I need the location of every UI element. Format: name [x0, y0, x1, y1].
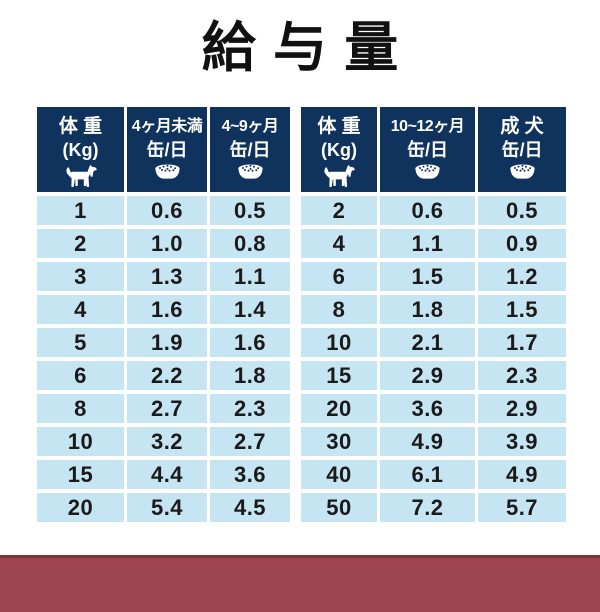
table-cell: 1.8 — [210, 361, 290, 390]
food-bowl-icon — [509, 164, 535, 179]
table-cell: 2.2 — [127, 361, 207, 390]
table-cell: 0.5 — [210, 196, 290, 225]
header-label: 体 重 — [317, 116, 361, 137]
table-cell: 0.8 — [210, 229, 290, 258]
header-sublabel: 缶/日 — [501, 140, 543, 160]
table-cell: 4 — [301, 229, 377, 258]
table-cell: 1.0 — [127, 229, 207, 258]
page: 給与量 体 重 (Kg) 4ヶ月未満 缶/日 4~9ヶ月 缶/日 体 重 (Kg… — [0, 12, 600, 612]
header-label: 4ヶ月未満 — [131, 118, 203, 135]
header-label: 体 重 — [58, 116, 103, 137]
header-weight-left: 体 重 (Kg) — [37, 107, 124, 192]
table-cell: 2.3 — [210, 394, 290, 423]
header-label: 成 犬 — [500, 116, 544, 137]
table-cell: 2.1 — [380, 328, 475, 357]
table-cell: 50 — [301, 493, 377, 522]
column-spacer — [293, 361, 298, 390]
column-spacer — [293, 394, 298, 423]
header-sublabel: 缶/日 — [406, 140, 448, 160]
table-cell: 1 — [37, 196, 124, 225]
table-cell: 2.3 — [478, 361, 566, 390]
column-spacer — [293, 295, 298, 324]
food-bowl-icon — [237, 164, 263, 179]
table-cell: 1.1 — [380, 229, 475, 258]
table-cell: 1.3 — [127, 262, 207, 291]
table-cell: 3.6 — [380, 394, 475, 423]
table-cell: 4.4 — [127, 460, 207, 489]
table-cell: 2.9 — [380, 361, 475, 390]
column-spacer — [293, 460, 298, 489]
table-cell: 3.9 — [478, 427, 566, 456]
table-cell: 20 — [301, 394, 377, 423]
table-cell: 2.9 — [478, 394, 566, 423]
table-cell: 40 — [301, 460, 377, 489]
dog-icon — [65, 164, 97, 187]
column-spacer — [293, 107, 298, 192]
table-cell: 5.7 — [478, 493, 566, 522]
header-adult-dog: 成 犬 缶/日 — [478, 107, 566, 192]
header-sublabel: (Kg) — [321, 140, 357, 160]
header-sublabel: 缶/日 — [229, 140, 271, 160]
table-cell: 6 — [37, 361, 124, 390]
table-cell: 10 — [37, 427, 124, 456]
table-cell: 30 — [301, 427, 377, 456]
column-spacer — [293, 493, 298, 522]
table-cell: 1.5 — [380, 262, 475, 291]
column-spacer — [293, 262, 298, 291]
table-cell: 10 — [301, 328, 377, 357]
table-cell: 2.7 — [210, 427, 290, 456]
table-cell: 0.6 — [127, 196, 207, 225]
table-cell: 1.9 — [127, 328, 207, 357]
table-cell: 5.4 — [127, 493, 207, 522]
bottom-bar — [0, 555, 600, 612]
header-under-4-months: 4ヶ月未満 缶/日 — [127, 107, 207, 192]
table-cell: 1.6 — [127, 295, 207, 324]
header-4-9-months: 4~9ヶ月 缶/日 — [210, 107, 290, 192]
table-cell: 4 — [37, 295, 124, 324]
table-cell: 6 — [301, 262, 377, 291]
table-cell: 20 — [37, 493, 124, 522]
table-cell: 1.8 — [380, 295, 475, 324]
table-cell: 1.7 — [478, 328, 566, 357]
table-cell: 15 — [301, 361, 377, 390]
table-cell: 3.6 — [210, 460, 290, 489]
table-cell: 0.6 — [380, 196, 475, 225]
header-sublabel: (Kg) — [62, 140, 99, 160]
column-spacer — [293, 328, 298, 357]
table-cell: 2 — [301, 196, 377, 225]
table-cell: 5 — [37, 328, 124, 357]
table-cell: 0.9 — [478, 229, 566, 258]
table-cell: 8 — [301, 295, 377, 324]
food-bowl-icon — [154, 164, 180, 179]
dog-icon — [324, 164, 355, 187]
table-cell: 4.9 — [478, 460, 566, 489]
table-cell: 3 — [37, 262, 124, 291]
feeding-table: 体 重 (Kg) 4ヶ月未満 缶/日 4~9ヶ月 缶/日 体 重 (Kg) 10… — [37, 107, 566, 522]
table-cell: 1.4 — [210, 295, 290, 324]
page-title: 給与量 — [201, 18, 416, 78]
table-cell: 8 — [37, 394, 124, 423]
table-cell: 2 — [37, 229, 124, 258]
table-cell: 6.1 — [380, 460, 475, 489]
header-10-12-months: 10~12ヶ月 缶/日 — [380, 107, 475, 192]
table-cell: 4.9 — [380, 427, 475, 456]
table-cell: 0.5 — [478, 196, 566, 225]
column-spacer — [293, 196, 298, 225]
table-cell: 7.2 — [380, 493, 475, 522]
table-cell: 15 — [37, 460, 124, 489]
header-sublabel: 缶/日 — [146, 140, 188, 160]
column-spacer — [293, 229, 298, 258]
header-weight-right: 体 重 (Kg) — [301, 107, 377, 192]
table-cell: 1.2 — [478, 262, 566, 291]
header-label: 10~12ヶ月 — [390, 118, 465, 135]
table-cell: 1.5 — [478, 295, 566, 324]
column-spacer — [293, 427, 298, 456]
food-bowl-icon — [415, 164, 440, 179]
table-cell: 3.2 — [127, 427, 207, 456]
table-cell: 1.6 — [210, 328, 290, 357]
table-cell: 2.7 — [127, 394, 207, 423]
header-label: 4~9ヶ月 — [221, 118, 279, 135]
table-cell: 1.1 — [210, 262, 290, 291]
table-cell: 4.5 — [210, 493, 290, 522]
